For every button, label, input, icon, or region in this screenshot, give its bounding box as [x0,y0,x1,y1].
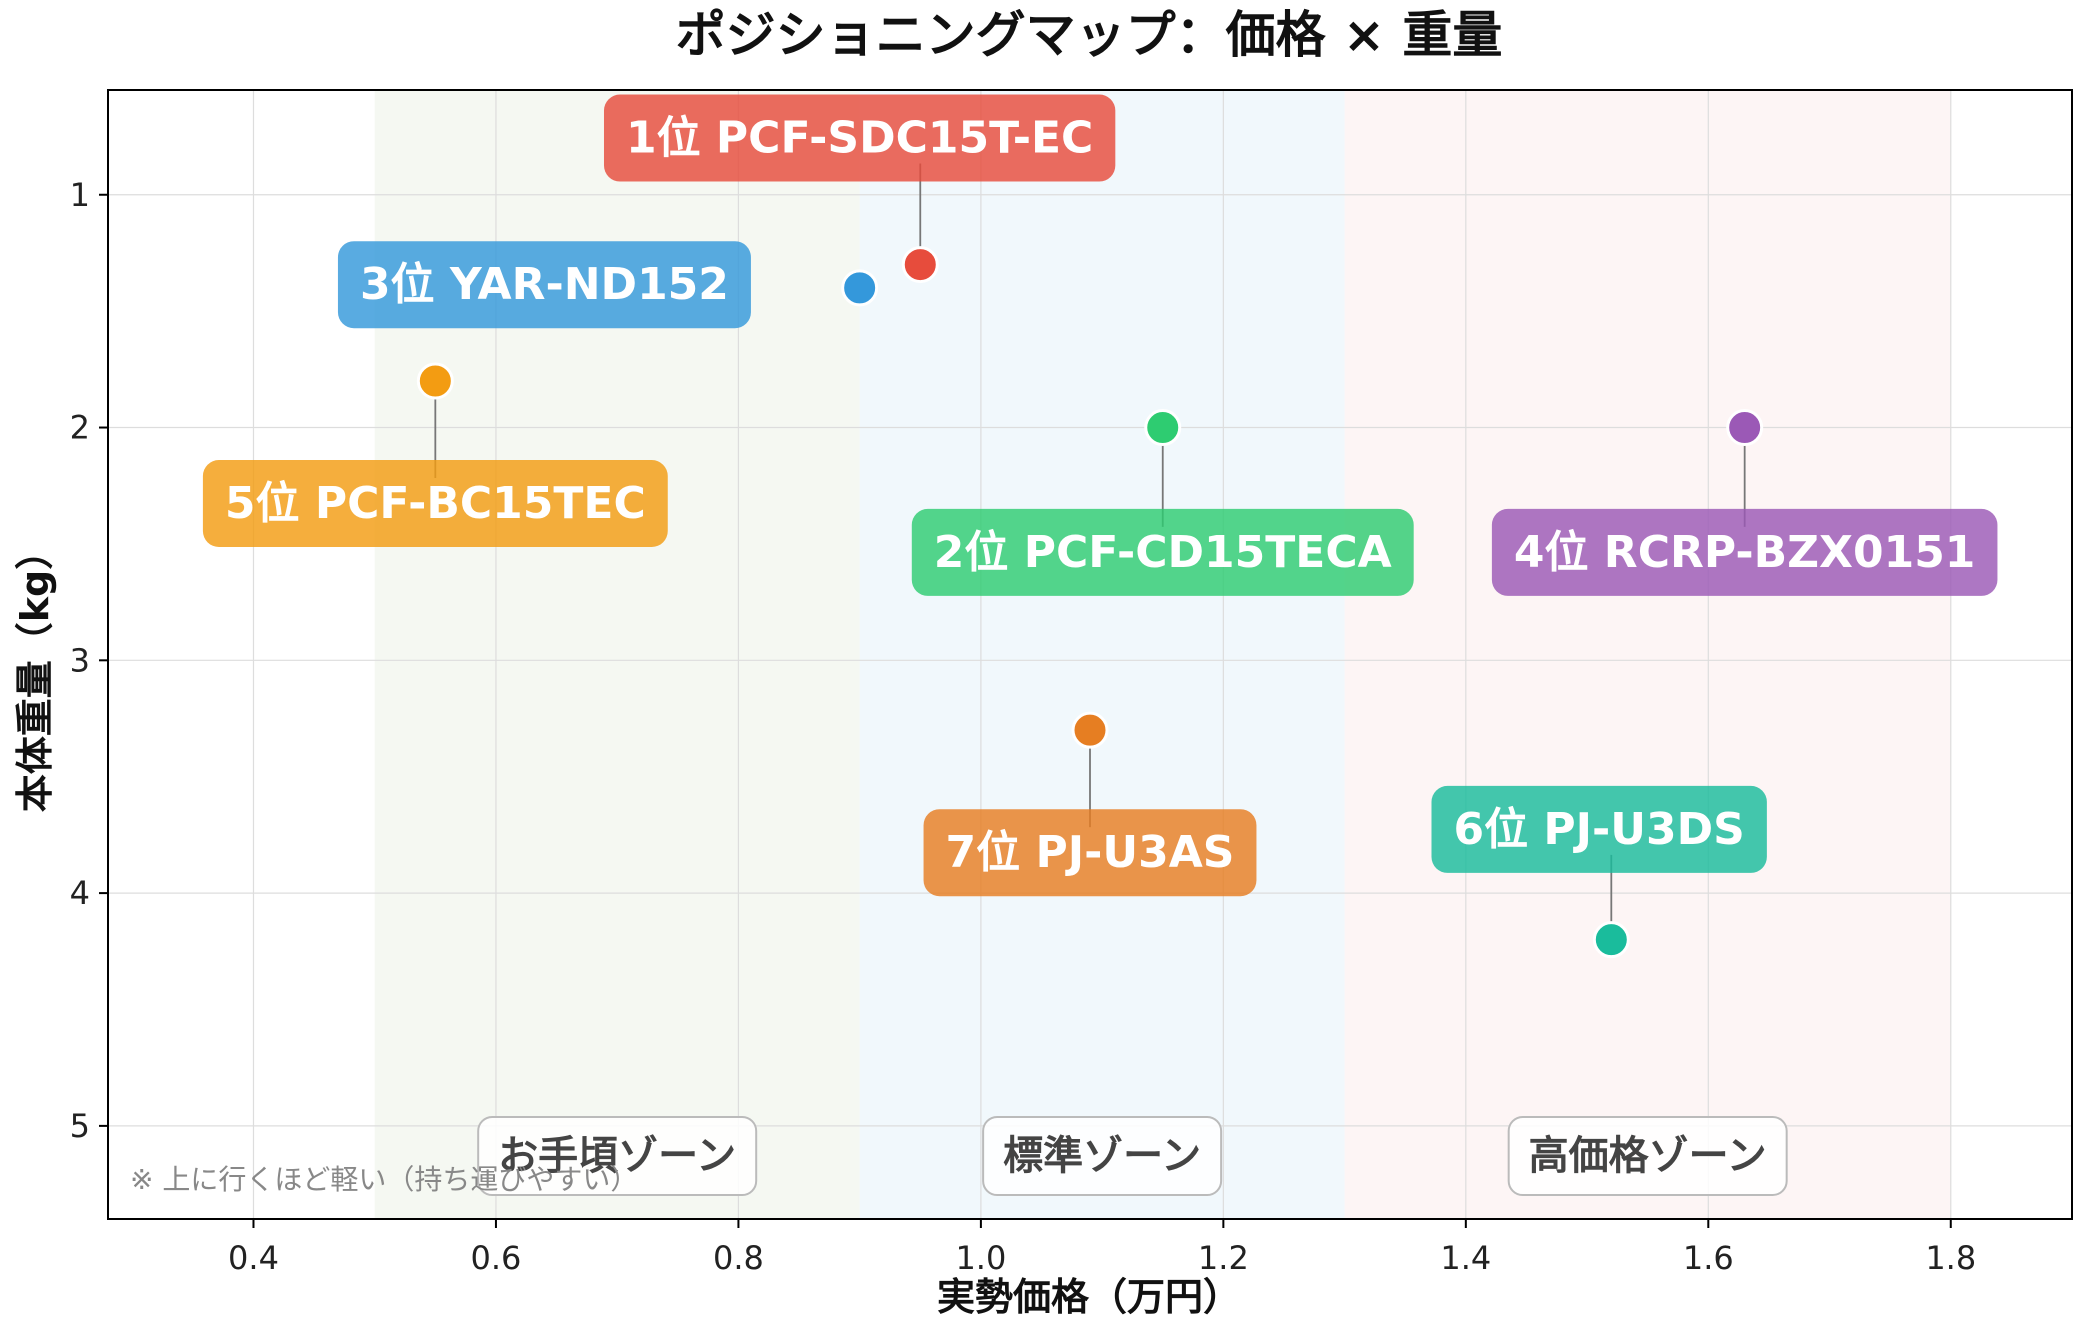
point-label-box [603,94,1116,182]
zone-label-text: お手頃ゾーン [498,1133,736,1179]
x-axis-label: 実勢価格（万円） [937,1275,1241,1319]
data-point-4 [1726,409,1764,447]
data-point-2 [1144,409,1182,447]
zone-label-text: 高価格ゾーン [1529,1133,1767,1179]
zone-label-3: 高価格ゾーン [1507,1116,1788,1196]
data-point-5 [416,362,454,400]
point-label-1: 1位 PCF-SDC15T-EC [603,94,1116,182]
zone-band-2 [859,90,1345,1219]
data-points [416,246,1764,959]
point-label-3: 3位 YAR-ND152 [337,241,751,329]
data-point-3 [841,269,879,307]
point-label-box [1491,508,1998,596]
point-label-text: 6位 PJ-U3DS [1453,804,1744,855]
y-axis-label: 本体重量（kg） [13,532,57,812]
x-tick-label-6: 1.4 [1440,1239,1491,1277]
y-tick-label-3: 3 [70,641,90,679]
point-label-box [1431,785,1767,873]
note-text: ※ 上に行くほど軽い（持ち運びやすい） [130,1163,638,1196]
x-tick-label-3: 0.8 [713,1239,764,1277]
zone-label-text: 標準ゾーン [1003,1133,1201,1179]
x-tick-label-8: 1.8 [1925,1239,1976,1277]
x-tick-label-2: 0.6 [471,1239,522,1277]
zone-band-3 [1344,90,1951,1219]
point-label-text: 2位 PCF-CD15TECA [934,527,1392,578]
point-labels: 1位 PCF-SDC15T-EC 2位 PCF-CD15TECA 3位 YAR-ND… [202,94,1998,897]
point-label-box [923,809,1257,897]
y-tick-label-5: 5 [70,1107,90,1145]
point-label-text: 5位 PCF-BC15TEC [225,478,646,529]
x-tick-label-4: 1.0 [955,1239,1006,1277]
point-label-4: 4位 RCRP-BZX0151 [1491,508,1998,596]
zone-label-2: 標準ゾーン [982,1116,1223,1196]
y-tick-label-4: 4 [70,874,90,912]
zone-labels: お手頃ゾーン 標準ゾーン 高価格ゾーン [477,1116,1788,1196]
zone-label-box [1507,1116,1788,1196]
axis-ticks: 0.4 0.6 0.8 1.0 1.2 1.4 1.6 1.8 1 2 3 4 5 [70,176,1977,1277]
point-label-7: 7位 PJ-U3AS [923,809,1257,897]
data-point-6 [1592,921,1630,959]
data-point-1 [901,246,939,284]
zone-label-box [982,1116,1223,1196]
point-label-text: 7位 PJ-U3AS [946,827,1235,878]
data-point-7 [1071,711,1109,749]
point-label-text: 1位 PCF-SDC15T-EC [626,113,1093,164]
chart-title: ポジショニングマップ：価格 × 重量 [676,6,1503,64]
point-label-box [337,241,751,329]
zone-label-box [477,1116,758,1196]
point-label-text: 3位 YAR-ND152 [360,259,729,310]
zone-label-1: お手頃ゾーン [477,1116,758,1196]
y-tick-label-1: 1 [70,176,90,214]
plot-frame [107,89,2073,1220]
x-tick-label-5: 1.2 [1198,1239,1249,1277]
point-label-5: 5位 PCF-BC15TEC [202,460,668,548]
y-tick-label-2: 2 [70,409,90,447]
point-label-box [202,460,668,548]
point-label-box [911,508,1414,596]
point-label-2: 2位 PCF-CD15TECA [911,508,1414,596]
point-label-6: 6位 PJ-U3DS [1431,785,1767,873]
x-tick-label-7: 1.6 [1683,1239,1734,1277]
point-label-text: 4位 RCRP-BZX0151 [1514,527,1976,578]
x-tick-label-1: 0.4 [228,1239,279,1277]
